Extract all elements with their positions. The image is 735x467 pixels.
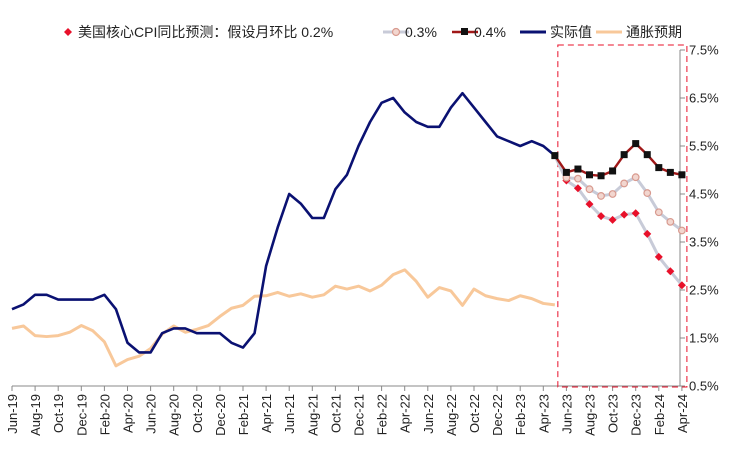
- x-tick-label: Jun-21: [282, 394, 297, 434]
- x-tick-label: Aug-20: [167, 394, 182, 436]
- legend-marker-diamond: [64, 28, 72, 36]
- x-tick-label: Oct-19: [51, 394, 66, 433]
- point-forecast-0.2: [654, 252, 663, 261]
- legend-marker-circle: [391, 27, 401, 37]
- legend-label-forecast-0.4: 0.4%: [474, 24, 506, 40]
- y-tick-label: 0.5%: [689, 379, 719, 394]
- x-tick-label: Aug-21: [305, 394, 320, 436]
- line-inflation-expectation: [11, 268, 556, 368]
- x-tick-label: Dec-19: [74, 394, 89, 436]
- legend-label-forecast-0.3: 0.3%: [405, 24, 437, 40]
- x-tick-label: Aug-19: [28, 394, 43, 436]
- point-forecast-0.3: [585, 185, 594, 194]
- point-forecast-0.4: [678, 171, 686, 179]
- x-tick-label: Feb-22: [375, 394, 390, 435]
- legend-label-expectation: 通胀预期: [626, 24, 682, 40]
- x-tick-label: Oct-21: [328, 394, 343, 433]
- x-tick-label: Jun-20: [144, 394, 159, 434]
- x-tick-label: Apr-24: [675, 394, 690, 433]
- point-forecast-0.2: [597, 212, 606, 221]
- point-forecast-0.2: [608, 215, 617, 224]
- point-junction: [551, 152, 559, 160]
- legend-item-forecast-0.3: 0.3%: [383, 24, 437, 40]
- x-tick-label: Jun-22: [421, 394, 436, 434]
- x-tick-label: Dec-22: [490, 394, 505, 436]
- point-forecast-0.3: [666, 217, 675, 226]
- point-forecast-0.2: [620, 210, 629, 219]
- forecast-region-box: [557, 44, 688, 388]
- point-forecast-0.4: [655, 164, 663, 172]
- legend-item-forecast-0.2: 美国核心CPI同比预测：假设月环比 0.2%: [64, 24, 333, 40]
- point-forecast-0.4: [632, 140, 640, 148]
- line-actual-core-cpi: [11, 91, 556, 354]
- x-tick-label: Dec-21: [352, 394, 367, 436]
- legend-item-forecast-0.4: 0.4%: [452, 24, 506, 40]
- x-tick-label: Oct-23: [606, 394, 621, 433]
- x-tick-label: Aug-23: [583, 394, 598, 436]
- point-forecast-0.2: [631, 209, 640, 218]
- x-tick-label: Feb-23: [513, 394, 528, 435]
- y-tick-label: 6.5%: [689, 91, 719, 106]
- x-tick-label: Dec-23: [629, 394, 644, 436]
- point-forecast-0.2: [585, 200, 594, 209]
- x-tick-label: Apr-22: [398, 394, 413, 433]
- x-tick-label: Feb-21: [236, 394, 251, 435]
- point-forecast-0.3: [597, 192, 605, 200]
- point-forecast-0.3: [620, 179, 629, 188]
- x-tick-label: Apr-21: [259, 394, 274, 433]
- y-tick-label: 5.5%: [689, 139, 719, 154]
- line-forecast-0.4: [553, 142, 683, 177]
- x-axis-ticks: Jun-19 Aug-19 Oct-19 Dec-19 Feb-20 Apr-20 Jun-…: [5, 386, 690, 436]
- line-forecast-0.3: [553, 154, 683, 232]
- point-forecast-0.4: [586, 171, 593, 179]
- x-tick-label: Oct-22: [467, 394, 482, 433]
- x-tick-label: Jun-19: [5, 394, 20, 434]
- point-forecast-0.4: [574, 165, 582, 173]
- point-forecast-0.3: [574, 174, 582, 183]
- point-forecast-0.4: [609, 167, 617, 175]
- legend-item-expectation: 通胀预期: [596, 24, 682, 40]
- x-tick-label: Jun-23: [559, 394, 574, 434]
- y-tick-label: 2.5%: [689, 283, 719, 298]
- legend: 美国核心CPI同比预测：假设月环比 0.2% 0.3% 0.4% 实际值 通胀预…: [64, 24, 682, 40]
- point-forecast-0.3: [654, 208, 663, 217]
- legend-marker-square: [461, 28, 468, 35]
- point-forecast-0.4: [666, 168, 674, 176]
- x-tick-label: Feb-20: [97, 394, 112, 435]
- x-tick-label: Dec-20: [213, 394, 228, 436]
- point-forecast-0.3: [643, 189, 652, 197]
- point-forecast-0.4: [643, 151, 651, 159]
- line-forecast-0.2: [553, 154, 684, 287]
- y-tick-label: 7.5%: [689, 43, 719, 58]
- point-forecast-0.3: [678, 226, 686, 235]
- point-forecast-0.3: [608, 190, 617, 198]
- point-forecast-0.4: [620, 151, 628, 159]
- x-tick-label: Apr-20: [121, 394, 136, 433]
- series-layer: [11, 91, 686, 368]
- x-tick-label: Aug-22: [444, 394, 459, 436]
- point-forecast-0.2: [643, 229, 652, 238]
- point-forecast-0.4: [597, 172, 605, 180]
- legend-label-actual: 实际值: [550, 24, 592, 40]
- legend-label-forecast-0.2: 美国核心CPI同比预测：假设月环比 0.2%: [78, 24, 333, 40]
- y-tick-label: 4.5%: [689, 187, 719, 202]
- point-forecast-0.4: [562, 168, 570, 176]
- point-forecast-0.2: [573, 184, 582, 193]
- point-forecast-0.2: [666, 267, 675, 276]
- point-forecast-0.2: [677, 281, 686, 290]
- x-tick-label: Feb-24: [652, 394, 667, 435]
- y-tick-label: 1.5%: [689, 331, 719, 346]
- point-forecast-0.3: [631, 173, 640, 182]
- x-tick-label: Apr-23: [536, 394, 551, 433]
- y-axis-ticks: 0.5% 1.5% 2.5% 3.5% 4.5% 5.5% 6.5% 7.5%: [680, 43, 719, 394]
- legend-item-actual: 实际值: [520, 24, 592, 40]
- x-tick-label: Oct-20: [190, 394, 205, 433]
- y-tick-label: 3.5%: [689, 235, 719, 250]
